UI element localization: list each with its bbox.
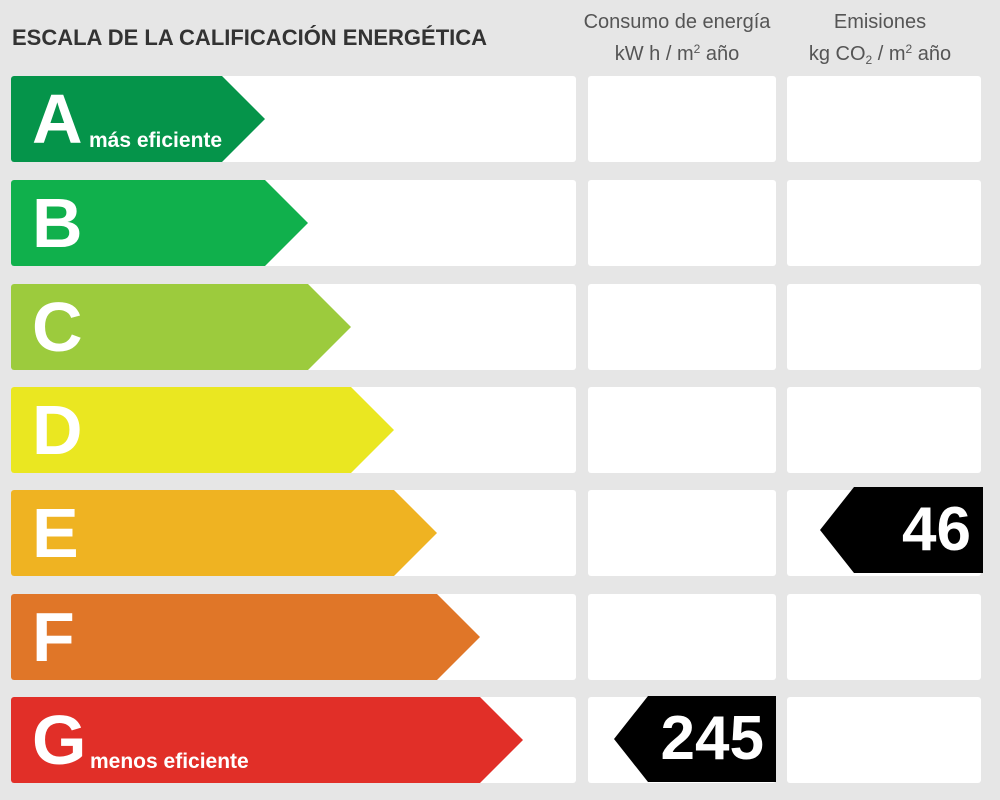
rating-letter: G bbox=[32, 701, 87, 779]
energy-cell bbox=[588, 387, 776, 473]
emissions-cell bbox=[787, 594, 981, 680]
rating-row-d: D bbox=[0, 387, 1000, 473]
rating-row-b: B bbox=[0, 180, 1000, 266]
rating-arrow-c: C bbox=[11, 284, 351, 370]
rating-letter: A bbox=[32, 80, 83, 158]
emissions-cell bbox=[787, 697, 981, 783]
rating-letter: B bbox=[32, 184, 83, 262]
energy-column-header: Consumo de energía kW h / m2 año bbox=[577, 6, 777, 70]
rating-arrow-b: B bbox=[11, 180, 308, 266]
rating-arrow-g: G menos eficiente bbox=[11, 697, 523, 783]
emissions-header-label: Emisiones bbox=[833, 11, 927, 33]
energy-cell bbox=[588, 490, 776, 576]
emissions-value-pointer: 46 bbox=[820, 487, 983, 573]
energy-cell bbox=[588, 180, 776, 266]
emissions-cell bbox=[787, 76, 981, 162]
emissions-column-header: Emisiones kg CO2 / m2 año bbox=[780, 6, 980, 70]
rating-letter: D bbox=[32, 391, 83, 469]
energy-cell bbox=[588, 594, 776, 680]
emissions-header-unit: kg CO2 / m2 año bbox=[808, 42, 952, 67]
rating-row-a: A más eficiente bbox=[0, 76, 1000, 162]
energy-value-pointer: 245 bbox=[614, 696, 776, 782]
rating-label: más eficiente bbox=[89, 129, 223, 152]
rating-row-g: G menos eficiente bbox=[0, 697, 1000, 783]
rating-arrow-a: A más eficiente bbox=[11, 76, 265, 162]
rating-letter: C bbox=[32, 288, 83, 366]
page-title: ESCALA DE LA CALIFICACIÓN ENERGÉTICA bbox=[12, 25, 488, 50]
energy-cell bbox=[588, 76, 776, 162]
rating-row-c: C bbox=[0, 284, 1000, 370]
energy-header-label: Consumo de energía bbox=[583, 11, 771, 33]
rating-letter: E bbox=[32, 494, 79, 572]
rating-row-f: F bbox=[0, 594, 1000, 680]
rating-row-e: E bbox=[0, 490, 1000, 576]
rating-letter: F bbox=[32, 598, 75, 676]
energy-header-unit: kW h / m2 año bbox=[614, 42, 740, 65]
energy-cell bbox=[588, 284, 776, 370]
emissions-cell bbox=[787, 387, 981, 473]
rating-arrow-d: D bbox=[11, 387, 394, 473]
emissions-cell bbox=[787, 284, 981, 370]
emissions-cell bbox=[787, 180, 981, 266]
rating-arrow-e: E bbox=[11, 490, 437, 576]
rating-arrow-f: F bbox=[11, 594, 480, 680]
rating-label: menos eficiente bbox=[90, 750, 249, 773]
